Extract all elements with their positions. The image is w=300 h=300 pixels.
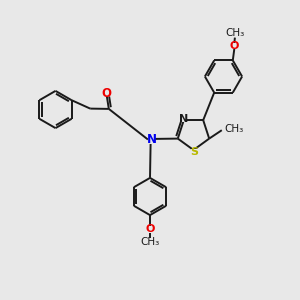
Text: S: S <box>191 147 199 158</box>
Bar <box>103 90 110 96</box>
Text: O: O <box>102 86 112 100</box>
Bar <box>181 116 187 122</box>
Bar <box>231 43 238 49</box>
Bar <box>147 226 153 233</box>
Text: O: O <box>145 224 155 235</box>
Text: N: N <box>146 133 157 146</box>
Text: CH₃: CH₃ <box>140 237 160 247</box>
Text: N: N <box>179 114 188 124</box>
Text: CH₃: CH₃ <box>226 28 245 38</box>
Text: CH₃: CH₃ <box>224 124 243 134</box>
Bar <box>148 136 155 143</box>
Bar <box>191 149 198 156</box>
Text: O: O <box>230 41 239 51</box>
